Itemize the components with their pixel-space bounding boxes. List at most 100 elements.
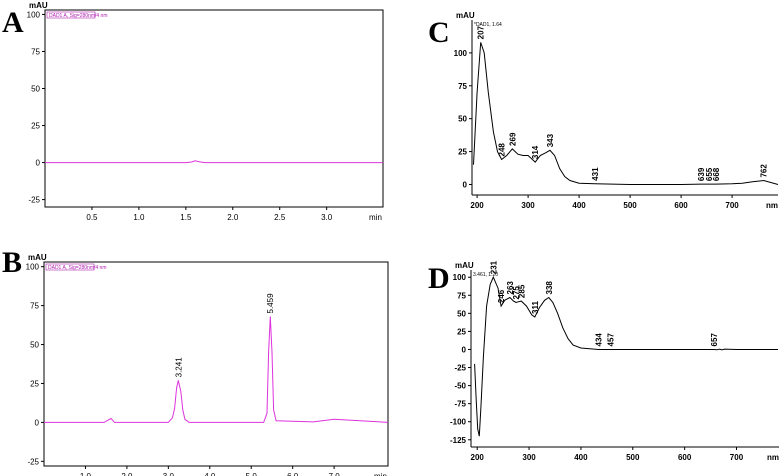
chart-d-y-tick-label: 100 [453,273,467,282]
chart-b-series-line [44,316,389,423]
chart-d-peak-label: 338 [545,281,554,295]
chart-b-y-tick-label: 0 [35,418,40,427]
chart-a-series-line [45,160,383,164]
chart-c-peak-label: 248 [498,143,507,157]
panel-label-b: B [2,246,22,279]
chart-d-y-tick-label: -25 [454,364,466,373]
chart-c-y-tick-label: 100 [454,49,468,58]
chart-c-x-tick-label: 700 [725,201,739,210]
chart-c-peak-label: 655 [705,167,714,181]
chart-d-peak-label: 657 [710,333,719,347]
panel-label-a: A [2,6,24,39]
chart-c-x-tick-label: 200 [470,201,484,210]
chart-c-peak-label: 343 [546,133,555,147]
chart-d-y-tick-label: 25 [457,327,466,336]
chart-c-peak-label: 314 [531,145,540,159]
chart-c-legend: *DAD1, 1.64 [474,22,502,28]
chart-c-y-tick-label: 50 [458,115,467,124]
chart-b-x-tick-label: 7.0 [329,472,341,476]
chart-d-peak-label: 434 [595,333,604,347]
chart-a-x-unit: min [369,213,382,222]
chart-a-y-tick-label: 75 [31,47,40,56]
chart-d-peak-label: 311 [531,301,540,314]
chart-d-series-line [474,275,778,437]
chart-c-y-tick-label: 25 [458,148,467,157]
chart-d-peak-label: 275 [512,286,521,300]
chart-a-y-tick-label: 0 [36,159,41,168]
chart-b-peak-label: 3.241 [174,357,183,378]
panel-label-c: C [428,16,450,49]
chart-b-x-tick-label: 5.0 [246,472,258,476]
chart-d-peak-label: 231 [489,260,498,274]
chart-b-y-tick-label: 25 [30,379,39,388]
chart-c-x-tick-label: 500 [623,201,637,210]
chart-a-plot-frame [44,9,384,208]
chart-b-x-tick-label: 4.0 [204,472,216,476]
chart-d-y-tick-label: 50 [457,309,466,318]
chart-d-y-tick-label: -100 [450,418,467,427]
panel-label-d: D [428,262,450,295]
chart-c-peak-label: 639 [697,167,706,181]
chart-d-x-tick-label: 400 [574,453,588,462]
chart-a-y-tick-label: 50 [31,85,40,94]
chart-c-y-tick-label: 0 [463,180,468,189]
chart-panel-d: 100 75 50 25 0 -25 -50 -75 -100 -125 200 300 400 500 6… [450,260,779,462]
chart-b-x-tick-label: 6.0 [287,472,299,476]
chart-b-peak-label: 5.459 [266,293,275,314]
chart-c-x-unit: nm [766,201,778,210]
chart-c-peak-label: 207 [477,25,486,39]
chart-d-y-unit: mAU [455,261,474,270]
chart-c-peak-label: 668 [712,167,721,181]
chart-a-x-tick-label: 2.5 [274,213,286,222]
chart-a-y-tick-label: 25 [31,122,40,131]
chart-b-y-tick-label: 50 [30,341,39,350]
chart-d-x-tick-label: 600 [678,453,692,462]
chart-c-peak-label: 269 [508,132,517,146]
chart-d-y-tick-label: -125 [450,436,467,445]
chart-b-y-tick-label: 100 [26,263,40,272]
chart-d-peak-label: 457 [606,333,615,347]
chart-d-x-tick-label: 500 [626,453,640,462]
chart-a-x-tick-label: 1.5 [180,213,192,222]
chart-d-legend: 3.461, 1.20 [473,272,498,278]
chart-c-y-unit: mAU [456,11,475,20]
chart-a-x-tick-label: 1.0 [133,213,145,222]
chart-c-y-tick-label: 75 [458,82,467,91]
chart-d-x-tick-label: 300 [522,453,536,462]
chart-c-x-tick-label: 300 [521,201,535,210]
chart-b-x-tick-label: 1.0 [80,472,92,476]
chart-panel-c: 100 75 50 25 0 200 300 400 500 600 700 mAU nm *DAD1, … [454,11,779,210]
chart-c-peak-label: 762 [760,164,769,178]
chart-a-y-unit: mAU [29,1,48,10]
chart-d-y-tick-label: -50 [454,382,466,391]
chart-a-y-tick-label: 100 [27,10,41,19]
chart-c-x-tick-label: 400 [572,201,586,210]
chart-b-y-tick-label: -25 [27,457,39,466]
chart-panel-b: 100 75 50 25 0 -25 1.0 2.0 3.0 4.0 5.0 6.0 7.0 mAU min… [26,253,389,476]
chart-a-x-tick-label: 3.0 [321,213,333,222]
chart-b-y-unit: mAU [28,253,47,262]
chart-a-x-tick-label: 2.0 [227,213,239,222]
chart-d-x-tick-label: 700 [730,453,744,462]
chart-a-y-tick-label: -25 [28,196,40,205]
chart-c-series-line [473,42,779,185]
chart-b-x-tick-label: 3.0 [163,472,175,476]
chart-b-legend-box [45,263,95,271]
chart-d-peak-label: 246 [497,289,506,303]
chart-a-x-tick-label: 0.5 [86,213,98,222]
chart-d-y-tick-label: -75 [454,400,466,409]
chart-b-x-unit: min [374,472,387,476]
chart-a-legend-box [46,11,96,19]
chart-d-x-unit: nm [767,453,779,462]
chart-a-legend: DAD1 A, Sig=280nm/4 nm [49,13,108,19]
chart-b-plot-frame [43,261,389,467]
chart-d-y-tick-label: 0 [462,345,467,354]
chart-b-y-tick-label: 75 [30,302,39,311]
chart-d-peak-label: 263 [506,281,515,295]
chart-b-legend: DAD1 A, Sig=280nm/4 nm [48,265,107,271]
chart-panel-a: 100 75 50 25 0 -25 0.5 1.0 1.5 2.0 2.5 3.0 mAU min DAD… [27,1,384,222]
chart-c-x-tick-label: 600 [674,201,688,210]
chart-d-x-tick-label: 200 [471,453,485,462]
chart-d-y-tick-label: 75 [457,291,466,300]
